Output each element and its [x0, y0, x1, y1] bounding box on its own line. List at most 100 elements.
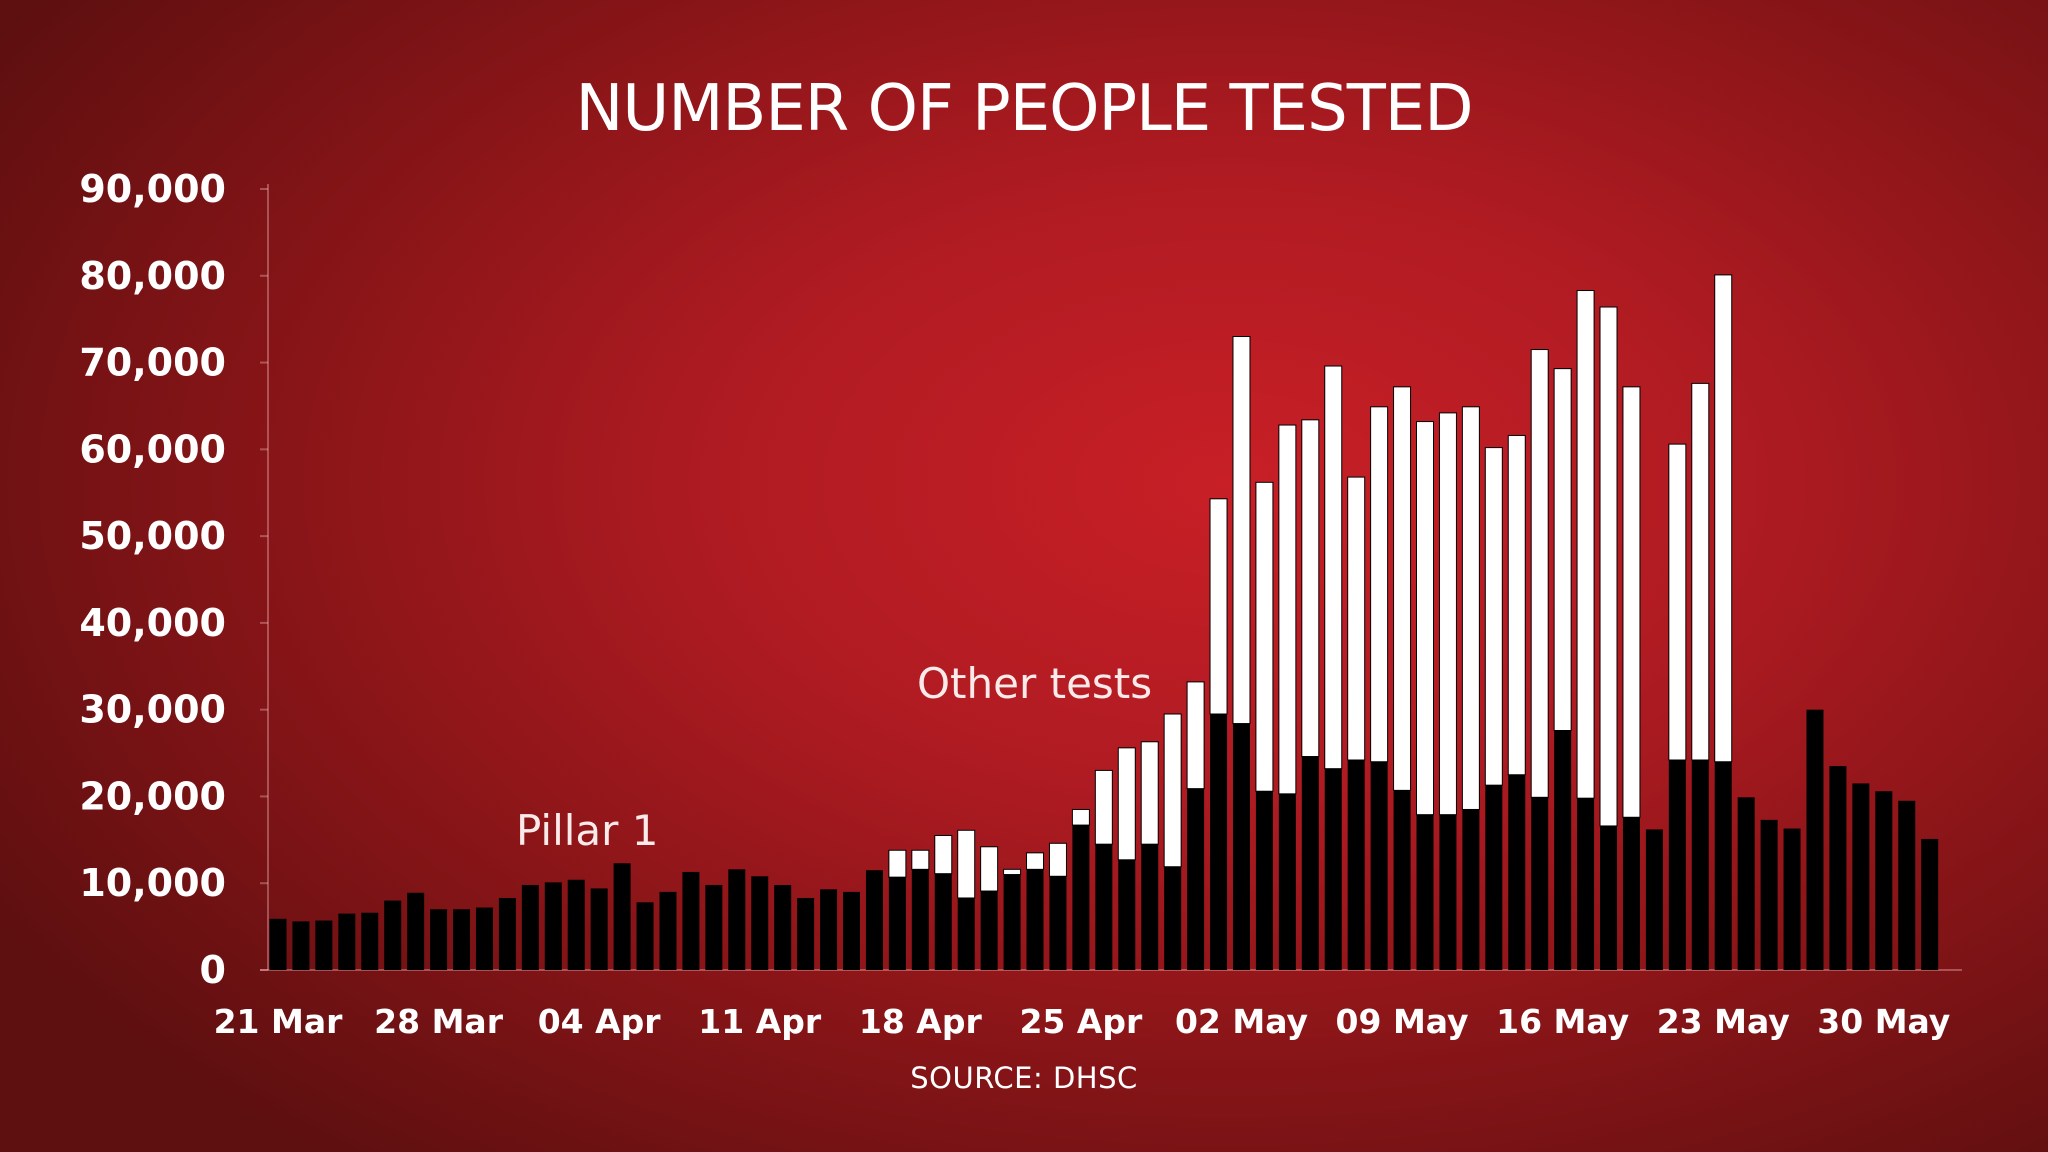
bar-pillar-1 [1645, 829, 1663, 970]
bar-other-tests [1255, 481, 1274, 792]
bar-other-tests [1094, 769, 1113, 845]
bar-pillar-1 [613, 863, 631, 970]
bar-pillar-1 [453, 909, 471, 970]
bar-other-tests [1714, 274, 1733, 763]
bar-pillar-1 [865, 870, 883, 970]
bar-pillar-1 [1668, 759, 1686, 970]
bar-pillar-1 [1003, 874, 1021, 970]
bar-pillar-1 [1875, 791, 1893, 970]
x-tick-label: 11 Apr [698, 1002, 822, 1041]
bar-other-tests [1507, 434, 1526, 776]
bar-pillar-1 [1278, 793, 1296, 970]
bar-pillar-1 [338, 913, 356, 970]
bar-pillar-1 [475, 907, 493, 970]
y-axis: 0 10,000 20,000 30,000 40,000 50,000 60,000 70,… [79, 167, 1962, 992]
bar-pillar-1 [820, 889, 838, 970]
bar-other-tests [1438, 412, 1457, 816]
bar-other-tests [1416, 421, 1434, 816]
y-tick-label: 50,000 [79, 514, 226, 558]
x-tick-label: 30 May [1817, 1002, 1950, 1041]
bar-other-tests [1668, 443, 1687, 761]
y-tick-label: 30,000 [79, 688, 226, 732]
bar-pillar-1 [1164, 866, 1182, 970]
bar-pillar-1 [1531, 797, 1549, 970]
bar-other-tests [1140, 741, 1159, 845]
bar-pillar-1 [1898, 800, 1916, 970]
bar-pillar-1 [980, 891, 998, 970]
bar-other-tests [1301, 419, 1320, 758]
bar-other-tests [888, 849, 907, 878]
bar-other-tests [1003, 868, 1022, 876]
bar-pillar-1 [774, 884, 792, 970]
bar-pillar-1 [1187, 788, 1205, 970]
bar-pillar-1 [1141, 844, 1159, 970]
bar-pillar-1 [659, 891, 677, 970]
bar-other-tests [1370, 406, 1389, 763]
source-note: SOURCE: DHSC [910, 1061, 1138, 1095]
bar-other-tests [957, 829, 976, 899]
bar-pillar-1 [1301, 756, 1319, 970]
bar-pillar-1 [1439, 814, 1457, 970]
bar-pillar-1 [498, 897, 516, 970]
x-tick-label: 04 Apr [538, 1002, 662, 1041]
bar-other-tests [1232, 336, 1251, 725]
bar-pillar-1 [1806, 709, 1824, 970]
bar-pillar-1 [407, 892, 425, 970]
x-tick-label: 21 Mar [214, 1002, 344, 1041]
bar-pillar-1 [1508, 774, 1526, 970]
x-tick-label: 28 Mar [374, 1002, 504, 1041]
bar-pillar-1 [521, 884, 539, 970]
bar-pillar-1 [1783, 828, 1801, 970]
bar-pillar-1 [1370, 761, 1388, 970]
bar-pillar-1 [1737, 797, 1755, 970]
bar-other-tests [1691, 382, 1710, 761]
bar-pillar-1 [705, 884, 723, 970]
bar-pillar-1 [1600, 825, 1618, 970]
bar-pillar-1 [567, 879, 585, 970]
bar-other-tests [1393, 386, 1412, 791]
bar-other-tests [1530, 349, 1549, 798]
bar-pillar-1 [1095, 844, 1113, 970]
bar-pillar-1 [1347, 759, 1365, 970]
y-tick-label: 10,000 [79, 861, 226, 905]
x-tick-label: 09 May [1336, 1002, 1469, 1041]
bar-pillar-1 [1072, 825, 1090, 970]
y-tick-label: 90,000 [79, 167, 226, 211]
bar-other-tests [1484, 447, 1503, 786]
bar-pillar-1 [1622, 817, 1640, 970]
bar-pillar-1 [1210, 714, 1228, 970]
bar-pillar-1 [1324, 768, 1342, 970]
bar-other-tests [1461, 406, 1480, 810]
bar-pillar-1 [1852, 783, 1870, 970]
bar-pillar-1 [430, 909, 448, 970]
bar-pillar-1 [911, 869, 929, 970]
bar-pillar-1 [269, 918, 287, 970]
bar-pillar-1 [1255, 791, 1273, 970]
bar-pillar-1 [1026, 869, 1044, 970]
x-tick-label: 25 Apr [1019, 1002, 1143, 1041]
bar-pillar-1 [1462, 809, 1480, 970]
bar-pillar-1 [1554, 730, 1572, 970]
y-tick-label: 40,000 [79, 601, 226, 645]
bar-pillar-1 [1760, 819, 1778, 970]
bar-pillar-1 [1416, 814, 1434, 970]
bar-pillar-1 [843, 891, 860, 970]
y-tick-label: 20,000 [79, 774, 226, 818]
bars [269, 274, 1939, 970]
bar-pillar-1 [1232, 723, 1250, 970]
bar-pillar-1 [1691, 759, 1709, 970]
bar-pillar-1 [957, 897, 975, 970]
bar-other-tests [934, 834, 953, 875]
bar-pillar-1 [315, 920, 333, 970]
bar-pillar-1 [888, 877, 906, 970]
y-tick-label: 0 [200, 948, 226, 992]
bar-pillar-1 [590, 888, 608, 970]
y-tick-label: 70,000 [79, 341, 226, 385]
y-tick-label: 80,000 [79, 254, 226, 298]
x-axis: 21 Mar 28 Mar 04 Apr 11 Apr 18 Apr 25 Apr 02 M… [214, 1002, 1951, 1041]
bar-pillar-1 [361, 912, 379, 970]
bar-other-tests [1324, 365, 1343, 770]
bar-other-tests [911, 849, 930, 870]
bar-pillar-1 [1118, 859, 1136, 970]
